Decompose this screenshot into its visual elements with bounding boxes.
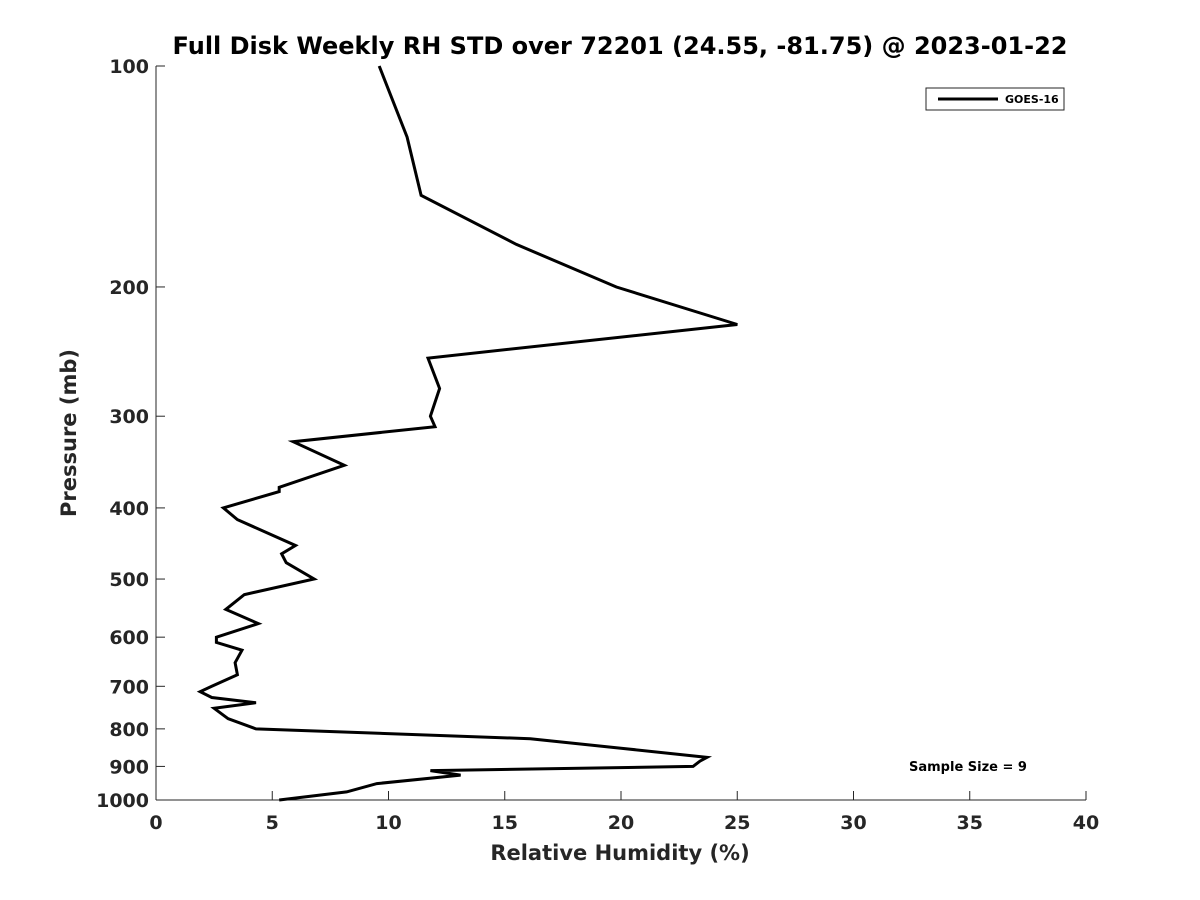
y-tick-label: 600 xyxy=(109,627,149,649)
x-tick-label: 15 xyxy=(492,812,518,834)
x-tick-label: 5 xyxy=(266,812,279,834)
x-axis-label: Relative Humidity (%) xyxy=(490,841,749,865)
sample-size-annotation: Sample Size = 9 xyxy=(909,760,1027,775)
x-tick-label: 0 xyxy=(149,812,162,834)
y-tick-label: 400 xyxy=(109,498,149,520)
y-tick-label: 700 xyxy=(109,676,149,698)
x-tick-label: 20 xyxy=(608,812,634,834)
series-group xyxy=(196,65,738,802)
chart-title: Full Disk Weekly RH STD over 72201 (24.5… xyxy=(173,32,1068,60)
x-tick-label: 25 xyxy=(724,812,750,834)
x-tick-label: 35 xyxy=(957,812,983,834)
legend-label-goes16: GOES-16 xyxy=(1005,93,1059,106)
y-tick-label: 900 xyxy=(109,756,149,778)
y-axis-label: Pressure (mb) xyxy=(57,349,81,517)
y-tick-label: 100 xyxy=(109,56,149,78)
y-tick-label: 1000 xyxy=(96,790,149,812)
x-tick-label: 40 xyxy=(1073,812,1099,834)
y-tick-label: 500 xyxy=(109,569,149,591)
y-tick-label: 300 xyxy=(109,406,149,428)
series-line-goes-16 xyxy=(196,65,738,802)
x-tick-label: 10 xyxy=(375,812,401,834)
x-tick-label: 30 xyxy=(840,812,866,834)
legend: GOES-16 xyxy=(925,87,1065,111)
y-tick-label: 800 xyxy=(109,719,149,741)
y-tick-label: 200 xyxy=(109,277,149,299)
x-axis: 0 5 10 15 20 25 30 35 40 xyxy=(149,791,1099,834)
y-axis: 100 200 300 400 500 600 700 800 900 1000 xyxy=(96,56,165,812)
